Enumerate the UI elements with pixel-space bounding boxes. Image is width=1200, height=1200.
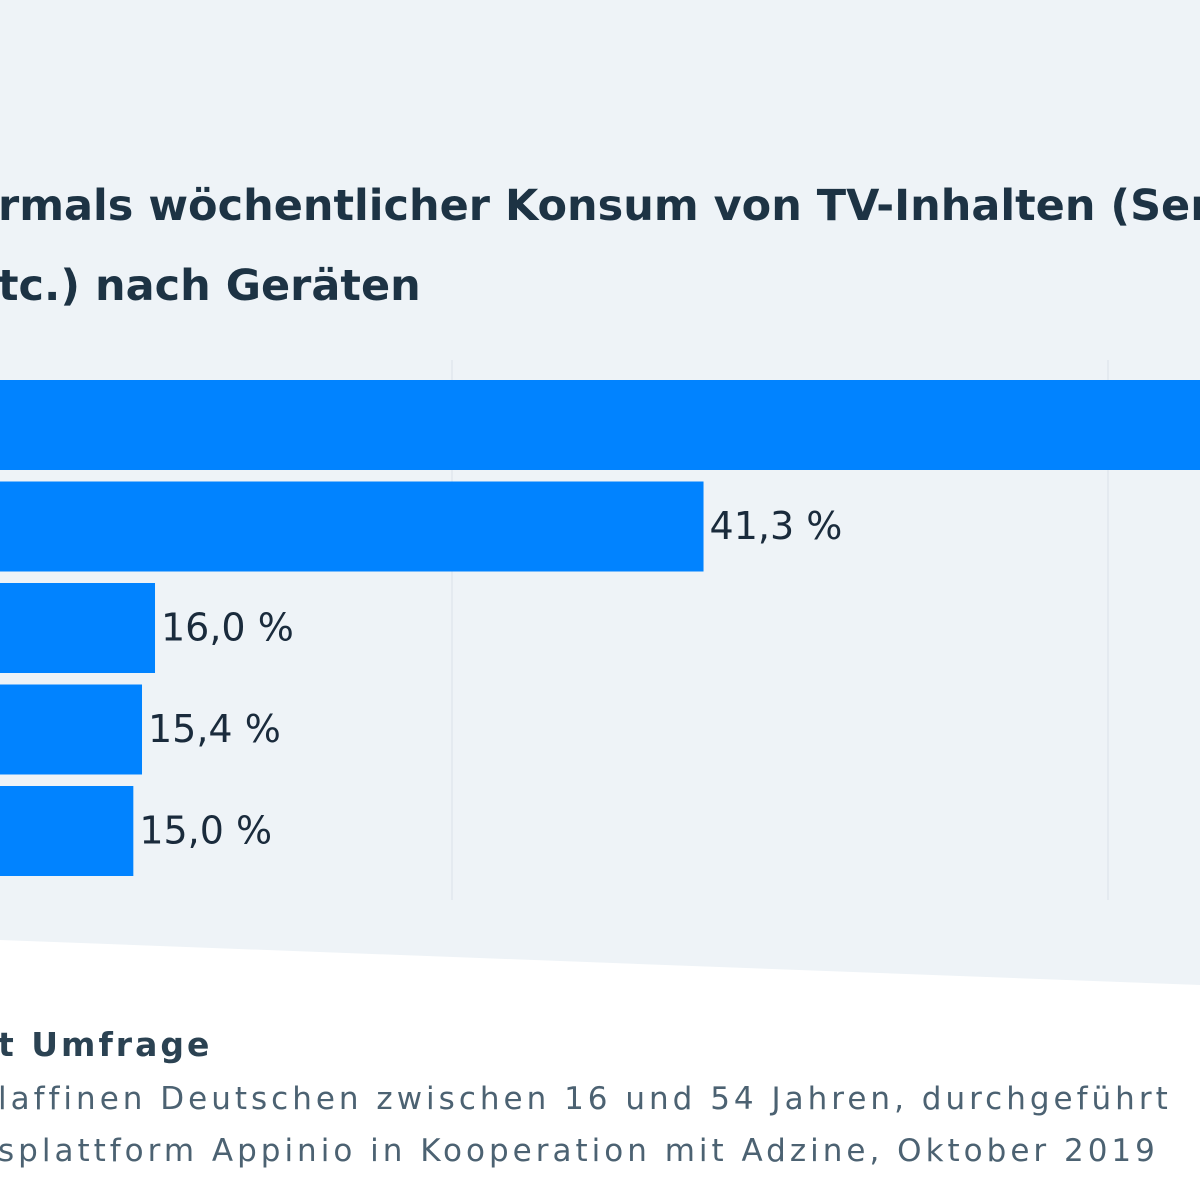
bar	[0, 481, 704, 572]
chart-title: tc.) nach Geräten	[0, 261, 421, 311]
bar	[0, 786, 134, 876]
source-heading: t Umfrage	[0, 1025, 212, 1064]
value-label: 15,0 %	[139, 809, 272, 853]
value-label: 41,3 %	[710, 504, 843, 548]
source-text: splattform Appinio in Kooperation mit Ad…	[0, 1133, 1159, 1169]
bar	[0, 583, 156, 673]
chart-title: rmals wöchentlicher Konsum von TV-Inhalt…	[0, 181, 1200, 231]
value-label: 16,0 %	[161, 606, 294, 650]
source-text: laffinen Deutschen zwischen 16 und 54 Ja…	[0, 1081, 1172, 1117]
value-label: 15,4 %	[148, 707, 281, 751]
bar	[0, 380, 1200, 470]
bar	[0, 684, 143, 775]
